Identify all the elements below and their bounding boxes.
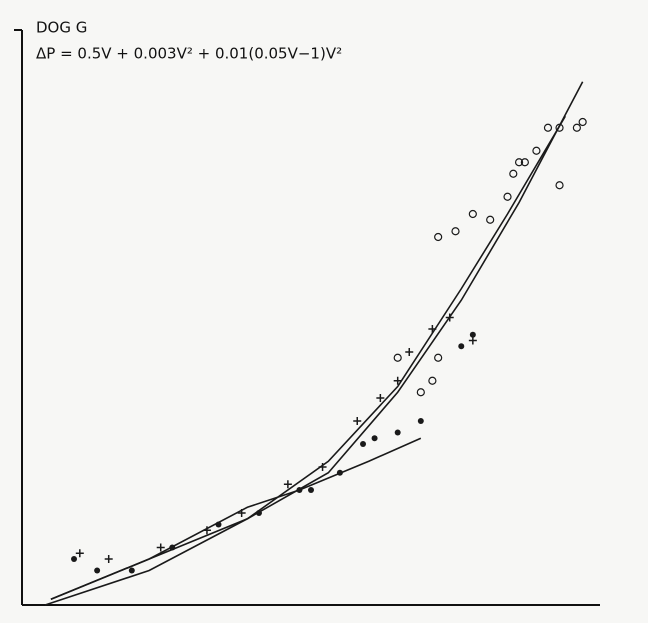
chart-title: DOG G bbox=[36, 19, 87, 37]
circle-point bbox=[434, 353, 443, 362]
fit-curve bbox=[50, 115, 567, 600]
cross-point bbox=[468, 336, 477, 345]
circle-point bbox=[532, 146, 541, 155]
fit-curve bbox=[50, 437, 422, 600]
circle-point bbox=[520, 158, 529, 167]
cross-point bbox=[202, 526, 211, 535]
cross-point bbox=[405, 348, 414, 356]
cross-point bbox=[75, 549, 84, 558]
circle-point bbox=[514, 158, 524, 167]
dot-point bbox=[371, 435, 378, 442]
cross-point bbox=[393, 376, 402, 385]
dot-point bbox=[469, 331, 476, 338]
circle-point bbox=[503, 192, 512, 201]
dot-point bbox=[128, 567, 135, 574]
circle-point bbox=[572, 123, 581, 132]
cross-point bbox=[156, 543, 165, 552]
cross-point bbox=[353, 417, 362, 425]
cross-point bbox=[428, 325, 437, 333]
circle-point bbox=[555, 123, 564, 132]
cross-point bbox=[104, 555, 113, 563]
cross-point bbox=[237, 509, 246, 517]
circle-point bbox=[543, 123, 553, 132]
circle-point bbox=[393, 353, 402, 362]
cross-point bbox=[283, 480, 292, 489]
dot-point bbox=[394, 429, 401, 436]
dot-point bbox=[360, 441, 367, 447]
circle-point bbox=[468, 209, 477, 219]
dot-point bbox=[255, 510, 262, 516]
circle-point bbox=[555, 181, 564, 190]
cross-point bbox=[318, 463, 327, 471]
chart-subtitle: ΔP = 0.5V + 0.003V² + 0.01(0.05V−1)V² bbox=[36, 45, 342, 63]
circle-point bbox=[434, 232, 443, 242]
dot-point bbox=[94, 567, 101, 574]
dot-point bbox=[215, 521, 222, 528]
dot-point bbox=[417, 418, 424, 424]
dot-point bbox=[71, 556, 78, 562]
dot-point bbox=[308, 487, 314, 493]
circle-point bbox=[416, 388, 425, 397]
dot-point bbox=[169, 544, 176, 551]
dot-point bbox=[458, 343, 465, 350]
cross-point bbox=[376, 394, 385, 402]
fit-curve bbox=[44, 81, 584, 606]
dot-point bbox=[296, 487, 303, 493]
circle-point bbox=[509, 169, 518, 178]
circle-point bbox=[428, 376, 437, 385]
cross-point bbox=[445, 313, 454, 322]
circle-point bbox=[578, 117, 587, 127]
circle-point bbox=[451, 227, 460, 236]
circle-point bbox=[486, 215, 495, 224]
dot-point bbox=[336, 469, 343, 476]
